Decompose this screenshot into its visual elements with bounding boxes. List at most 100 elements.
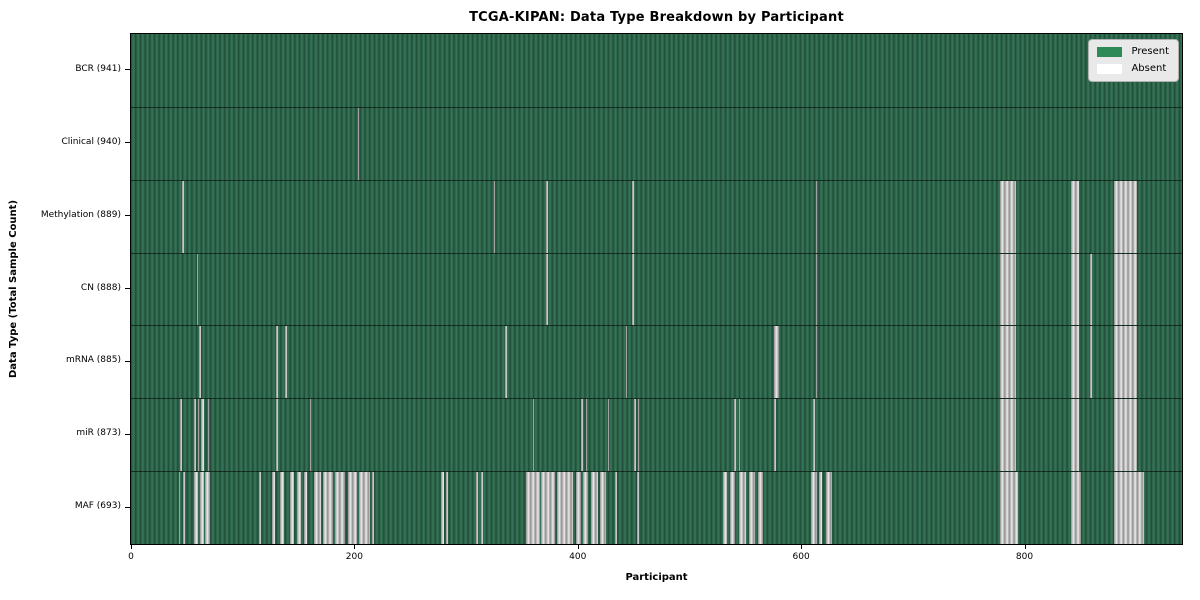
absent-stripe xyxy=(200,472,204,544)
absent-stripe xyxy=(819,472,823,544)
absent-stripe xyxy=(1071,399,1080,472)
absent-stripe xyxy=(636,472,640,544)
absent-stripe xyxy=(774,326,779,399)
absent-stripe xyxy=(285,326,287,399)
legend-label-absent: Absent xyxy=(1131,63,1167,74)
absent-stripe xyxy=(198,399,200,472)
y-tick-label: CN (888) xyxy=(80,282,121,293)
absent-stripe xyxy=(196,253,199,326)
absent-stripe xyxy=(358,472,370,544)
absent-stripe xyxy=(279,472,284,544)
absent-stripe xyxy=(276,326,278,399)
absent-stripe xyxy=(815,253,818,326)
absent-stripe xyxy=(738,472,747,544)
heatmap-row-MAF xyxy=(131,471,1182,544)
heatmap-row-miR xyxy=(131,398,1182,472)
absent-stripe xyxy=(208,399,210,472)
absent-stripe xyxy=(199,326,201,399)
absent-stripe xyxy=(632,180,634,253)
absent-stripe xyxy=(357,107,360,180)
absent-stripe xyxy=(738,399,740,472)
legend-item-absent: Absent xyxy=(1097,63,1169,74)
y-tick-label: MAF (693) xyxy=(74,501,121,512)
y-tick-label: mRNA (885) xyxy=(66,355,121,366)
absent-stripe xyxy=(323,472,334,544)
y-tick-label: miR (873) xyxy=(76,428,121,439)
absent-stripe xyxy=(999,326,1016,399)
absent-stripe xyxy=(607,399,610,472)
chart-title: TCGA-KIPAN: Data Type Breakdown by Parti… xyxy=(469,10,844,25)
absent-stripe xyxy=(271,472,276,544)
y-tick-mark xyxy=(125,142,130,144)
absent-stripe xyxy=(347,472,357,544)
absent-stripe xyxy=(297,472,301,544)
x-tick-mark xyxy=(801,545,803,549)
absent-stripe xyxy=(441,472,444,544)
heatmap-row-mRNA xyxy=(131,325,1182,399)
absent-stripe xyxy=(183,472,185,544)
absent-stripe xyxy=(193,472,198,544)
y-tick-mark xyxy=(125,506,130,508)
absent-stripe xyxy=(1090,326,1092,399)
y-tick-label: Methylation (889) xyxy=(40,209,121,220)
absent-stripe xyxy=(583,472,588,544)
absent-stripe xyxy=(533,399,535,472)
x-tick-label: 200 xyxy=(345,552,363,562)
x-tick-mark xyxy=(577,545,579,549)
y-tick-mark xyxy=(125,69,130,71)
x-tick-mark xyxy=(131,545,132,549)
absent-stripe xyxy=(625,326,628,399)
absent-stripe xyxy=(632,253,634,326)
absent-stripe xyxy=(825,472,833,544)
absent-stripe xyxy=(204,472,211,544)
absent-stripe xyxy=(581,399,584,472)
absent-stripe xyxy=(575,472,582,544)
absent-stripe xyxy=(180,399,182,472)
x-tick-mark xyxy=(1024,545,1026,549)
absent-stripe xyxy=(1113,472,1144,544)
absent-stripe xyxy=(372,472,374,544)
absent-stripe xyxy=(600,472,606,544)
absent-stripe xyxy=(546,253,548,326)
absent-stripe xyxy=(1113,399,1138,472)
absent-stripe xyxy=(259,472,261,544)
x-tick-label: 600 xyxy=(792,552,810,562)
absent-stripe xyxy=(314,472,321,544)
absent-stripe xyxy=(1071,472,1082,544)
heatmap-row-Clinical xyxy=(131,106,1182,180)
absent-stripe xyxy=(813,399,815,472)
absent-swatch xyxy=(1097,63,1123,74)
x-tick-label: 800 xyxy=(1015,552,1034,562)
absent-stripe xyxy=(585,399,587,472)
x-tick-label: 0 xyxy=(128,552,134,562)
y-tick-label: Clinical (940) xyxy=(61,136,121,147)
absent-stripe xyxy=(1071,326,1080,399)
absent-stripe xyxy=(276,399,278,472)
absent-stripe xyxy=(526,472,540,544)
plot-area: Present Absent xyxy=(130,33,1183,545)
absent-stripe xyxy=(1113,326,1138,399)
absent-stripe xyxy=(556,472,574,544)
heatmap-row-CN xyxy=(131,252,1182,326)
absent-stripe xyxy=(774,399,776,472)
x-axis-title: Participant xyxy=(625,572,688,583)
absent-stripe xyxy=(201,399,204,472)
absent-stripe xyxy=(999,180,1016,253)
absent-stripe xyxy=(638,399,640,472)
absent-stripe xyxy=(540,472,556,544)
absent-stripe xyxy=(811,472,817,544)
absent-stripe xyxy=(309,399,312,472)
absent-stripe xyxy=(757,472,764,544)
absent-stripe xyxy=(546,180,548,253)
absent-stripe xyxy=(999,399,1016,472)
y-tick-mark xyxy=(125,433,130,435)
absent-stripe xyxy=(505,326,507,399)
absent-stripe xyxy=(1113,253,1138,326)
absent-stripe xyxy=(493,180,496,253)
absent-stripe xyxy=(445,472,449,544)
legend: Present Absent xyxy=(1088,39,1179,82)
absent-stripe xyxy=(722,472,728,544)
y-tick-mark xyxy=(125,288,130,289)
absent-stripe xyxy=(729,472,736,544)
